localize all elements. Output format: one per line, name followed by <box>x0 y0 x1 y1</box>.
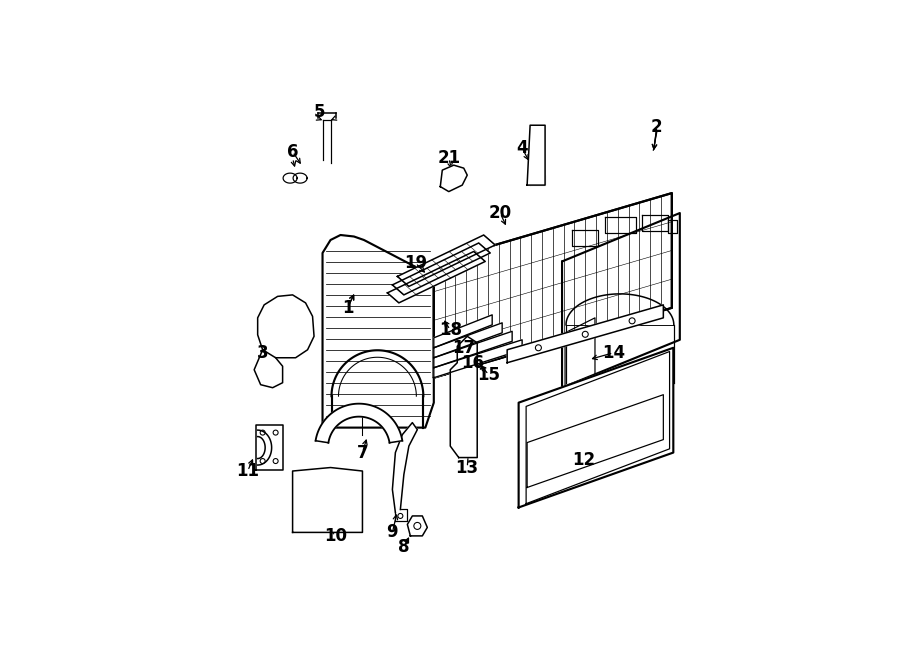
Text: 16: 16 <box>461 354 483 371</box>
Polygon shape <box>256 424 283 469</box>
Text: 12: 12 <box>572 451 595 469</box>
Text: 10: 10 <box>324 527 347 545</box>
Text: 14: 14 <box>602 344 625 362</box>
Polygon shape <box>434 340 522 377</box>
Polygon shape <box>254 350 283 388</box>
Text: 8: 8 <box>398 538 410 557</box>
Text: 5: 5 <box>313 102 325 121</box>
Polygon shape <box>450 336 477 457</box>
Polygon shape <box>398 235 495 286</box>
Text: 17: 17 <box>452 339 475 357</box>
Text: 20: 20 <box>489 204 512 222</box>
Polygon shape <box>392 243 490 295</box>
Text: 2: 2 <box>651 118 662 136</box>
Polygon shape <box>408 516 427 536</box>
Polygon shape <box>527 125 545 185</box>
Text: 7: 7 <box>356 444 368 461</box>
Text: 4: 4 <box>517 139 528 157</box>
Text: 6: 6 <box>287 143 298 161</box>
Polygon shape <box>387 251 485 303</box>
Polygon shape <box>508 305 663 363</box>
Text: 3: 3 <box>256 344 268 362</box>
Text: 13: 13 <box>455 459 479 477</box>
Polygon shape <box>440 165 467 192</box>
Polygon shape <box>257 295 314 358</box>
Text: 9: 9 <box>387 524 398 541</box>
Text: 1: 1 <box>342 299 353 317</box>
Polygon shape <box>392 422 418 512</box>
Polygon shape <box>434 315 492 348</box>
Text: 18: 18 <box>439 321 462 339</box>
Polygon shape <box>316 404 402 443</box>
Text: 19: 19 <box>404 254 427 272</box>
Polygon shape <box>292 467 363 532</box>
Polygon shape <box>518 348 673 508</box>
Text: 21: 21 <box>437 149 460 167</box>
Polygon shape <box>434 331 512 368</box>
Polygon shape <box>434 323 502 358</box>
Text: 11: 11 <box>236 462 259 480</box>
Polygon shape <box>434 193 671 377</box>
Text: 15: 15 <box>477 366 500 384</box>
Polygon shape <box>257 430 272 465</box>
